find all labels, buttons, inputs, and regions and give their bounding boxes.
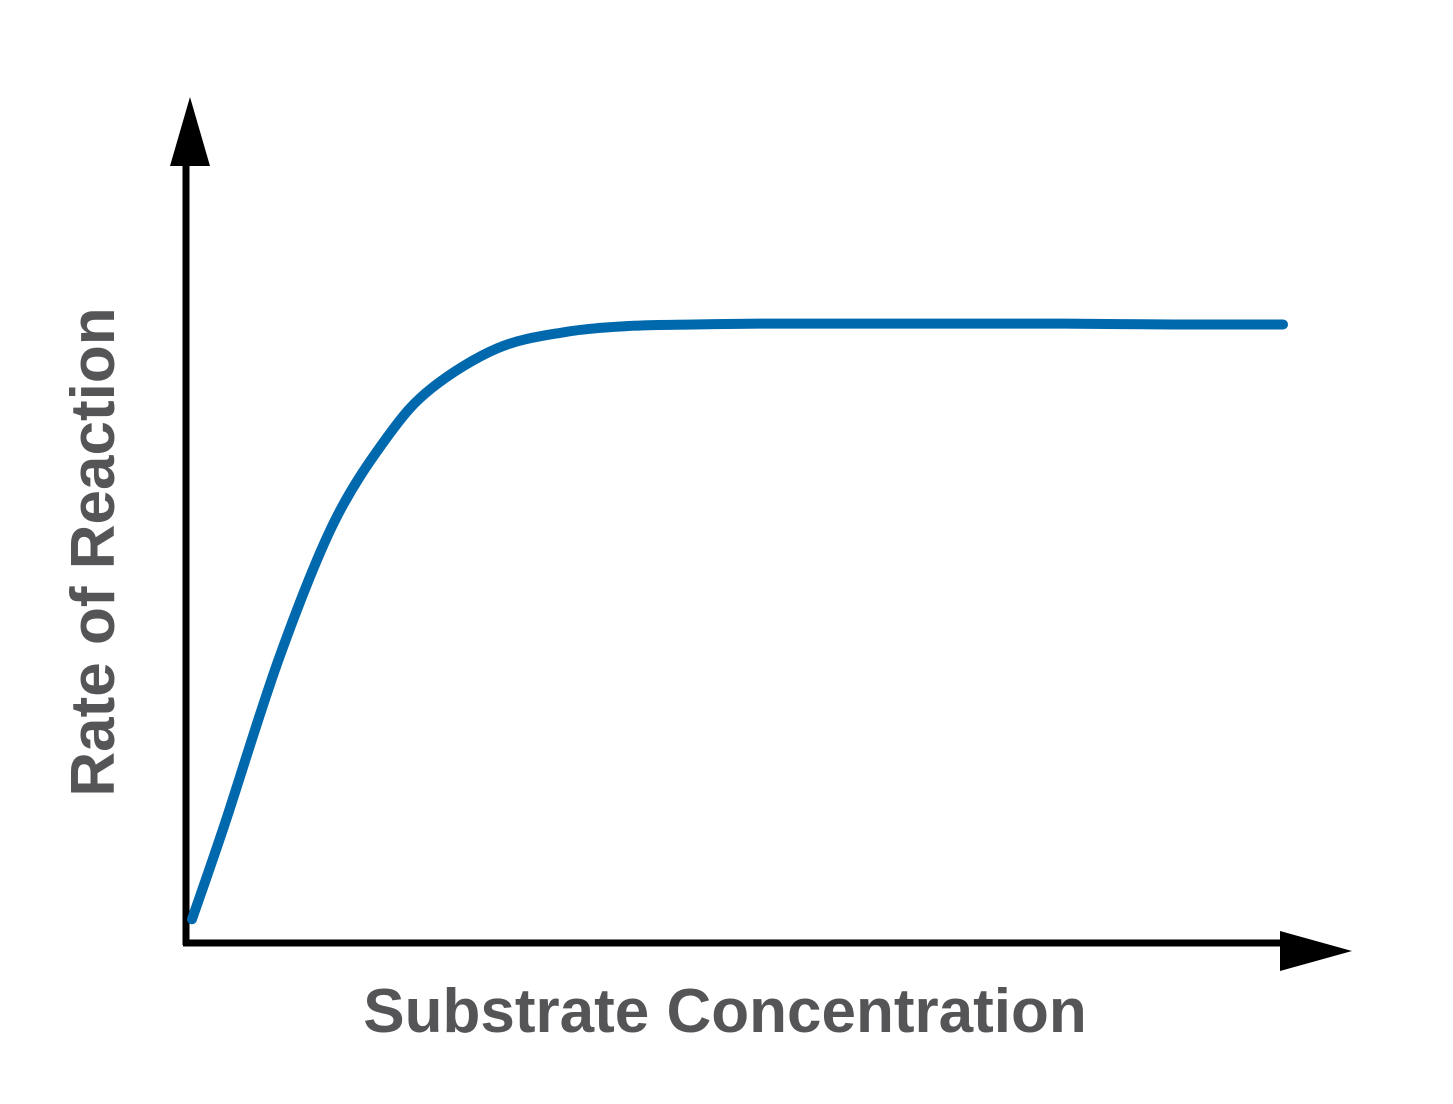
x-axis-arrow (1280, 931, 1352, 971)
x-axis-label: Substrate Concentration (363, 977, 1086, 1046)
y-axis-label: Rate of Reaction (59, 307, 128, 796)
y-axis-arrow (170, 97, 210, 166)
series-line (187, 318, 1288, 925)
